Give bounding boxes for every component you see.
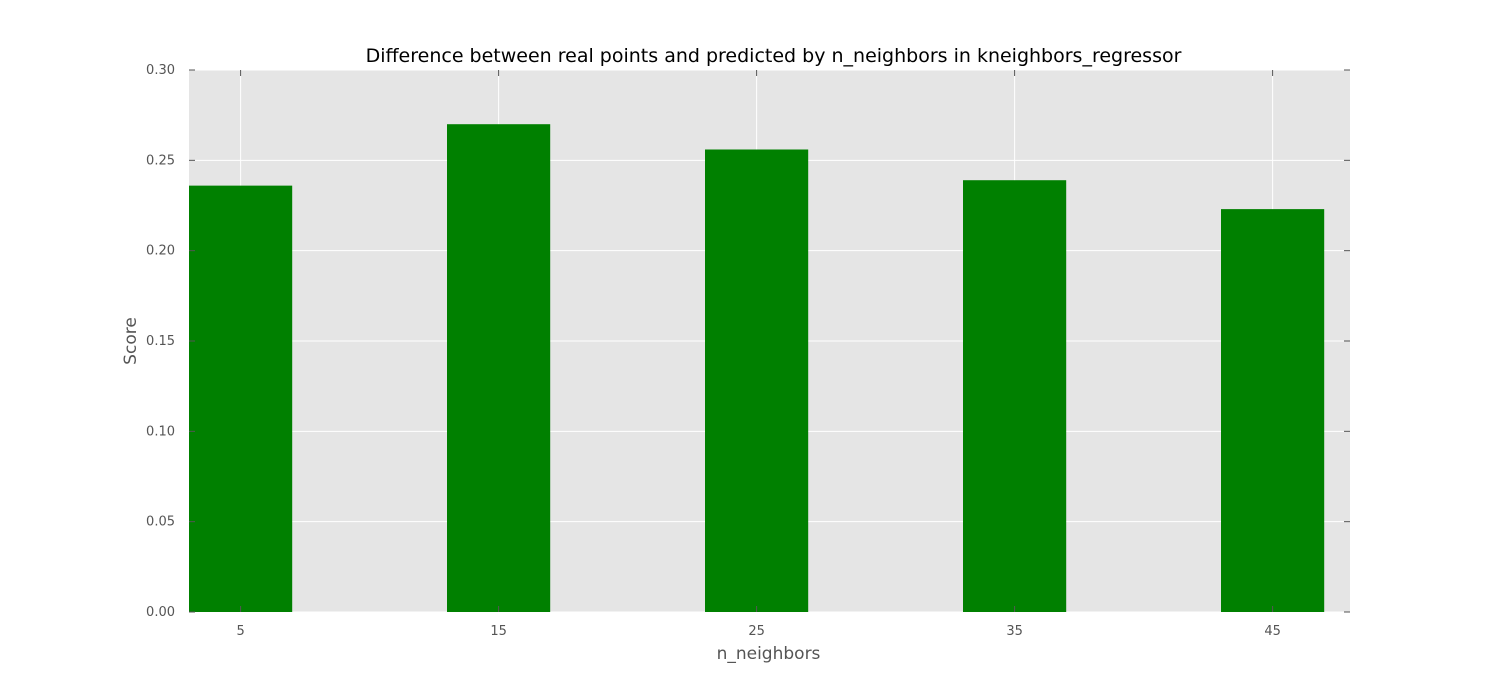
bar-25 xyxy=(705,149,809,612)
chart-title: Difference between real points and predi… xyxy=(366,45,1182,67)
bars xyxy=(189,124,1325,613)
y-axis-label: Score xyxy=(121,317,141,365)
x-tick-label: 5 xyxy=(236,624,244,639)
y-tick-label: 0.25 xyxy=(146,153,175,168)
x-tick-label: 45 xyxy=(1264,624,1281,639)
x-axis-label: n_neighbors xyxy=(717,644,821,664)
x-tick-label: 25 xyxy=(748,624,765,639)
bar-15 xyxy=(447,124,551,612)
y-tick-label: 0.20 xyxy=(146,244,175,259)
x-tick-label: 15 xyxy=(490,624,507,639)
x-tick-label: 35 xyxy=(1006,624,1023,639)
bar-45 xyxy=(1221,209,1325,612)
axis-ticks: 0.00 0.05 0.10 0.15 0.20 0.25 0.30 5 15 25 35 45 xyxy=(146,63,1350,639)
y-tick-label: 0.15 xyxy=(146,334,175,349)
bar-5 xyxy=(189,185,293,613)
y-tick-label: 0.30 xyxy=(146,63,175,78)
bar-35 xyxy=(963,180,1067,612)
y-tick-label: 0.05 xyxy=(146,515,175,530)
y-tick-label: 0.10 xyxy=(146,424,175,439)
y-tick-label: 0.00 xyxy=(146,605,175,620)
